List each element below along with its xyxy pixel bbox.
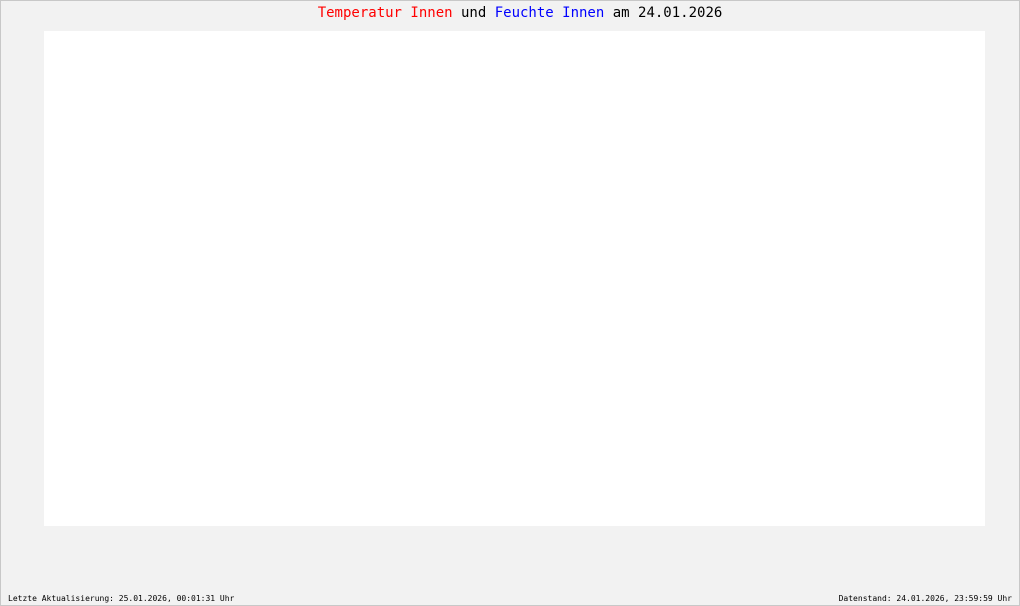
title-series-1: Temperatur Innen [318, 5, 453, 21]
title-series-2: Feuchte Innen [495, 5, 605, 21]
footer-right: Datenstand: 24.01.2026, 23:59:59 Uhr [839, 594, 1013, 603]
plot-area [44, 31, 985, 526]
title-suffix: am 24.01.2026 [613, 5, 723, 21]
title-joiner: und [461, 5, 486, 21]
chart-title: Temperatur Innen und Feuchte Innen am 24… [318, 5, 723, 21]
footer-left: Letzte Aktualisierung: 25.01.2026, 00:01… [8, 594, 235, 603]
